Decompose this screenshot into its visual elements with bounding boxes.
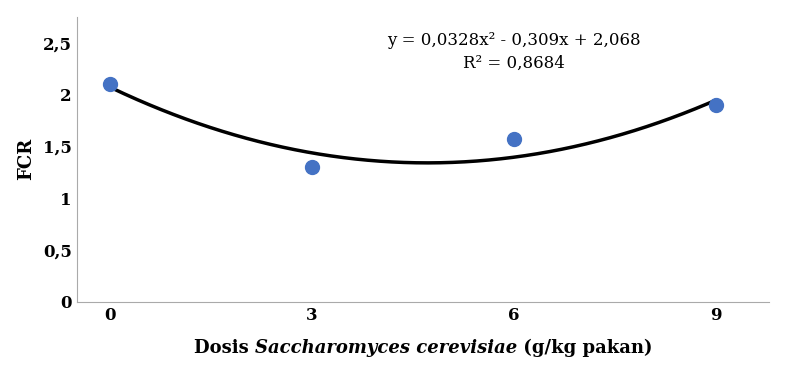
Text: R² = 0,8684: R² = 0,8684 — [463, 55, 565, 72]
Text: (g/kg pakan): (g/kg pakan) — [517, 339, 652, 357]
Y-axis label: FCR: FCR — [17, 138, 35, 181]
Point — [105, 81, 117, 87]
Text: Dosis: Dosis — [193, 339, 255, 357]
Point — [508, 136, 520, 142]
Point — [306, 164, 318, 170]
Point — [709, 102, 722, 108]
Text: y = 0,0328x² - 0,309x + 2,068: y = 0,0328x² - 0,309x + 2,068 — [387, 32, 641, 49]
Text: Saccharomyces cerevisiae: Saccharomyces cerevisiae — [255, 339, 517, 357]
